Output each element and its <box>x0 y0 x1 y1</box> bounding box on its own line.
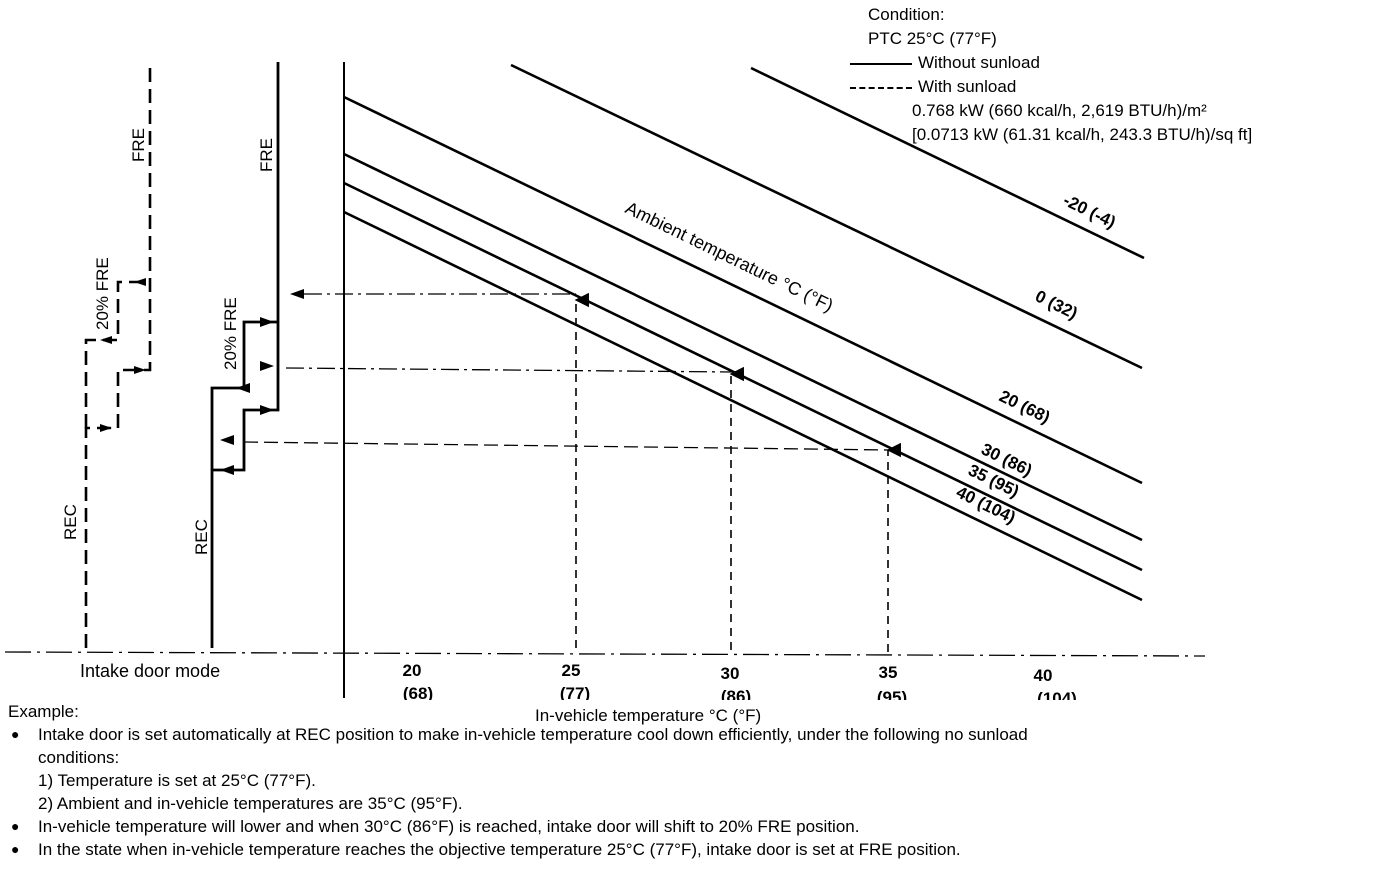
series-line-30 <box>343 152 1143 542</box>
x-tick-40-f: (104) <box>1037 689 1077 700</box>
x-tick-25-f: (77) <box>560 684 590 700</box>
legend-dashed-label: With sunload <box>918 77 1017 96</box>
intake-door-mode-label: Intake door mode <box>80 661 220 681</box>
x-tick-30-f: (86) <box>721 687 751 700</box>
series-label-20: 20 (68) <box>996 387 1053 428</box>
sunload-metric: 0.768 kW (660 kcal/h, 2,619 BTU/h)/m² <box>912 101 1207 120</box>
condition-ptc: PTC 25°C (77°F) <box>868 29 997 48</box>
note-item-1: 1) Temperature is set at 25°C (77°F). <box>38 771 316 790</box>
x-tick-35-f: (95) <box>877 688 907 700</box>
series-line-0 <box>510 63 1143 370</box>
note-bullet-2: In-vehicle temperature will lower and wh… <box>8 815 1373 838</box>
note-item-2: 2) Ambient and in-vehicle temperatures a… <box>38 794 463 813</box>
fre20-label-no-sunload: 20% FRE <box>221 297 240 370</box>
note-bullet-3: In the state when in-vehicle temperature… <box>8 838 1373 861</box>
ambient-annotation: Ambient temperature °C (°F) <box>622 198 836 316</box>
no-sunload-arrow-icons <box>220 289 304 475</box>
intake-step-no-sunload <box>210 62 280 648</box>
note-bullet-1-line2: conditions: <box>38 748 120 767</box>
notes-heading: Example: <box>8 702 79 721</box>
legend-dashed-swatch <box>850 86 912 89</box>
guide-rec <box>243 441 889 451</box>
note-bullet-1: Intake door is set automatically at REC … <box>8 723 1373 769</box>
baseline <box>4 651 1206 657</box>
legend-dashed: With sunload <box>850 75 1252 99</box>
fre20-label-sunload: 20% FRE <box>93 257 112 330</box>
condition-title: Condition: <box>868 5 945 24</box>
x-tick-20-f: (68) <box>403 684 433 700</box>
series-line-20 <box>343 95 1143 485</box>
series-line-40 <box>343 210 1143 602</box>
intake-step-sunload <box>84 62 152 648</box>
condition-box: Condition: PTC 25°C (77°F) Without sunlo… <box>850 3 1253 147</box>
legend-solid: Without sunload <box>850 51 1252 75</box>
guide-fre20 <box>285 367 733 373</box>
note-bullet-1-line1: Intake door is set automatically at REC … <box>38 725 1028 744</box>
intake-door-chart: FRE 20% FRE REC FRE 20% FRE REC Intake d… <box>4 62 1206 700</box>
x-tick-35: 35 <box>879 663 898 682</box>
example-notes: Example: Intake door is set automaticall… <box>8 700 1373 861</box>
series-label-minus20: -20 (-4) <box>1060 191 1118 233</box>
legend-solid-swatch <box>850 62 912 65</box>
legend-solid-label: Without sunload <box>918 53 1040 72</box>
sunload-imperial: [0.0713 kW (61.31 kcal/h, 243.3 BTU/h)/s… <box>912 125 1253 144</box>
fre-label-sunload: FRE <box>129 128 148 162</box>
x-tick-25: 25 <box>562 661 581 680</box>
rec-label-sunload: REC <box>61 504 80 540</box>
fre-label-no-sunload: FRE <box>257 138 276 172</box>
x-tick-20: 20 <box>403 661 422 680</box>
x-axis-title: In-vehicle temperature °C (°F) <box>535 706 762 725</box>
x-tick-40: 40 <box>1034 666 1053 685</box>
series-line-minus20 <box>750 66 1145 260</box>
series-line-35 <box>343 181 1143 572</box>
x-tick-30: 30 <box>721 664 740 683</box>
rec-label-no-sunload: REC <box>192 519 211 555</box>
